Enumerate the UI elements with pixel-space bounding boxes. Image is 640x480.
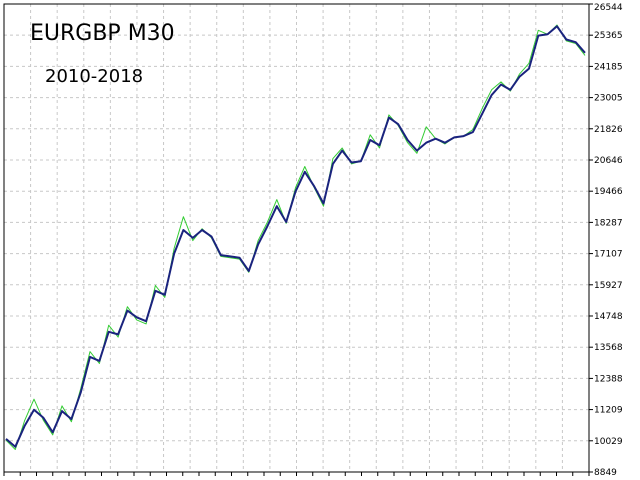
y-tick-label: 24185 [594, 62, 623, 72]
y-tick-label: 20646 [594, 156, 623, 166]
x-axis [3, 472, 590, 476]
y-tick-label: 19466 [594, 187, 623, 197]
balance-line [5, 25, 586, 448]
y-tick-label: 14748 [594, 312, 623, 322]
y-tick-label: 26544 [594, 3, 623, 13]
y-tick-label: 12388 [594, 374, 623, 384]
chart-subtitle: 2010-2018 [45, 66, 143, 87]
y-tick-label: 23005 [594, 94, 623, 104]
y-tick-label: 18287 [594, 218, 623, 228]
y-tick-label: 10029 [594, 437, 623, 447]
chart-title: EURGBP M30 [30, 21, 175, 46]
y-tick-label: 17107 [594, 250, 623, 260]
y-tick-label: 11209 [594, 406, 623, 416]
y-axis: 26544 25365 24185 23005 21826 20646 19466 18287… [589, 3, 623, 478]
grid [4, 4, 589, 472]
y-tick-label: 15927 [594, 281, 623, 291]
y-tick-label: 25365 [594, 31, 623, 41]
y-tick-label: 8849 [594, 468, 617, 478]
y-tick-label: 13568 [594, 343, 623, 353]
y-tick-label: 21826 [594, 125, 623, 135]
